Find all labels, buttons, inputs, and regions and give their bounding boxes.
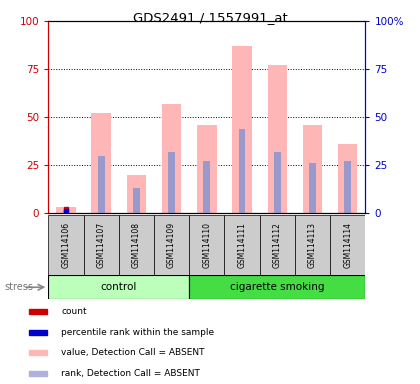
Bar [224, 215, 260, 275]
Text: cigarette smoking: cigarette smoking [230, 282, 325, 292]
Bar [189, 215, 224, 275]
Bar [338, 144, 357, 213]
Bar [203, 161, 210, 213]
Bar [133, 188, 140, 213]
Text: value, Detection Call = ABSENT: value, Detection Call = ABSENT [61, 348, 205, 358]
Text: control: control [100, 282, 137, 292]
Bar [168, 152, 175, 213]
Bar [260, 215, 295, 275]
Bar [48, 275, 189, 299]
Text: GSM114108: GSM114108 [132, 222, 141, 268]
Text: GSM114107: GSM114107 [97, 222, 106, 268]
Bar [154, 215, 189, 275]
Text: GSM114111: GSM114111 [238, 222, 247, 268]
Text: GSM114112: GSM114112 [273, 222, 282, 268]
Bar [119, 215, 154, 275]
Bar [63, 211, 69, 213]
Text: GSM114110: GSM114110 [202, 222, 211, 268]
Bar [29, 330, 47, 334]
Text: rank, Detection Call = ABSENT: rank, Detection Call = ABSENT [61, 369, 200, 378]
Bar [268, 65, 287, 213]
Text: count: count [61, 307, 87, 316]
Bar [48, 215, 84, 275]
Bar [127, 175, 146, 213]
Bar [162, 104, 181, 213]
Text: GSM114113: GSM114113 [308, 222, 317, 268]
Bar [303, 125, 322, 213]
Text: GSM114114: GSM114114 [343, 222, 352, 268]
Bar [29, 351, 47, 355]
Bar [29, 309, 47, 314]
Bar [92, 113, 111, 213]
Bar [239, 129, 245, 213]
Text: stress: stress [4, 282, 33, 292]
Bar [98, 156, 105, 213]
Bar [309, 163, 316, 213]
Bar [197, 125, 217, 213]
Text: GSM114109: GSM114109 [167, 222, 176, 268]
Bar [274, 152, 281, 213]
Bar [295, 215, 330, 275]
Text: GDS2491 / 1557991_at: GDS2491 / 1557991_at [133, 12, 287, 25]
Bar [189, 275, 365, 299]
Bar [84, 215, 119, 275]
Bar [232, 46, 252, 213]
Text: percentile rank within the sample: percentile rank within the sample [61, 328, 215, 337]
Bar [56, 207, 76, 213]
Bar [330, 215, 365, 275]
Bar [344, 161, 351, 213]
Text: GSM114106: GSM114106 [61, 222, 71, 268]
Bar [29, 371, 47, 376]
